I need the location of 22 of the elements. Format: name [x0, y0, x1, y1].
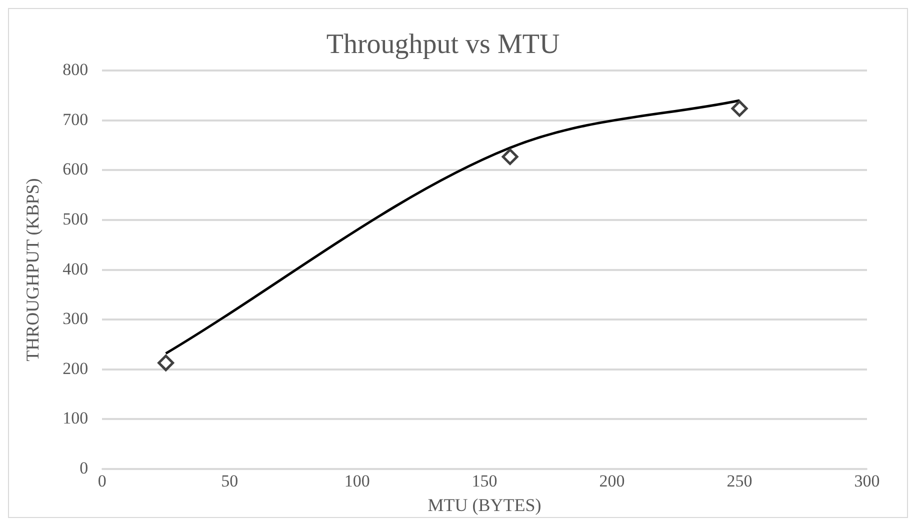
x-axis-title: MTU (BYTES)	[428, 494, 542, 515]
y-tick-label: 200	[62, 358, 88, 378]
x-tick-label: 50	[221, 472, 238, 491]
x-tick-label: 150	[472, 472, 498, 491]
x-tick-label: 100	[344, 472, 370, 491]
y-tick-label: 800	[62, 60, 88, 80]
y-tick-label: 400	[62, 259, 88, 278]
point	[731, 100, 748, 117]
y-tick-label: 500	[62, 209, 88, 228]
point	[502, 148, 518, 166]
y-tick-label: 600	[62, 160, 88, 179]
x-tick-label: 250	[726, 472, 752, 491]
y-axis-title: THROUGHPUT (KBPS)	[22, 178, 43, 362]
y-tick-label: 300	[62, 309, 88, 328]
chart-title: Throughput vs MTU	[326, 29, 560, 60]
y-tick-label: 0	[80, 458, 88, 478]
x-tick-label: 200	[599, 472, 625, 491]
y-tick-label: 100	[62, 408, 88, 428]
y-tick-label: 700	[62, 110, 88, 129]
point	[158, 354, 174, 372]
x-tick-label: 0	[98, 472, 106, 491]
x-tick-label: 300	[854, 472, 880, 491]
